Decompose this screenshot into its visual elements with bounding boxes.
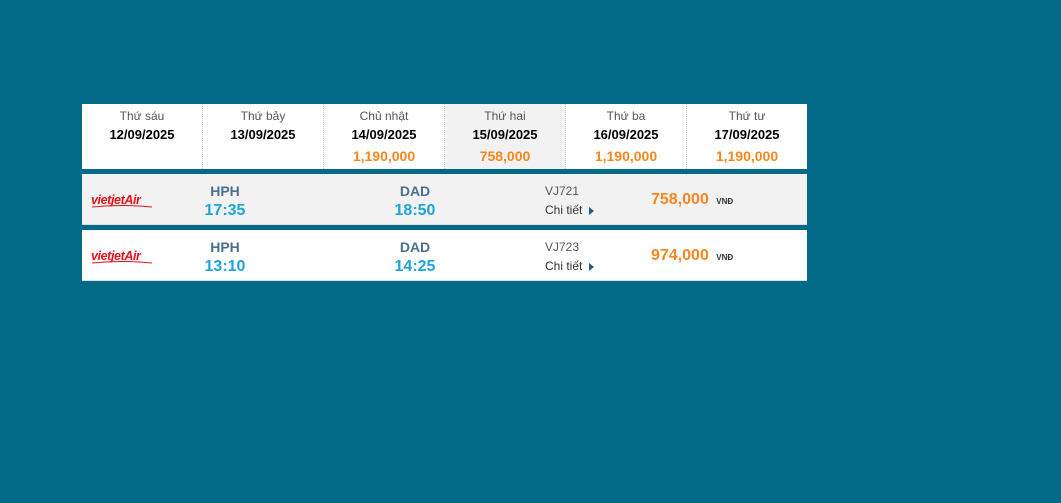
svg-text:vietjetAir: vietjetAir — [91, 193, 142, 207]
arrival: DAD 18:50 — [370, 174, 460, 220]
flight-search-widget: Thứ sáu 12/09/2025 Thứ bảy 13/09/2025 Ch… — [82, 104, 807, 281]
fare-amount: 974,000 — [651, 247, 709, 264]
vietjet-air-logo: vietjetAir — [91, 193, 153, 208]
flight-number: VJ723 — [545, 240, 580, 254]
date-cell-1[interactable]: Thứ bảy 13/09/2025 — [203, 104, 324, 169]
vietjet-air-logo: vietjetAir — [91, 249, 153, 264]
date-lowest-price: 1,190,000 — [715, 148, 779, 164]
date-value: 15/09/2025 — [472, 127, 538, 142]
departure-time: 13:10 — [204, 258, 246, 275]
arrival-airport-code: DAD — [399, 239, 431, 255]
date-lowest-price: 1,190,000 — [594, 148, 658, 164]
flight-detail-label: Chi tiết — [545, 259, 583, 273]
date-value: 13/09/2025 — [230, 127, 296, 142]
date-day-label: Thứ bảy — [240, 109, 286, 123]
fare-amount: 758,000 — [651, 191, 709, 208]
date-day-label: Thứ sáu — [119, 109, 165, 123]
date-strip: Thứ sáu 12/09/2025 Thứ bảy 13/09/2025 Ch… — [82, 104, 807, 169]
flight-detail-link[interactable]: Chi tiết — [545, 203, 595, 217]
departure-airport-code: HPH — [210, 239, 240, 255]
date-day-label: Chủ nhật — [359, 109, 409, 123]
date-day-label: Thứ hai — [484, 109, 526, 123]
fare[interactable]: 758,000 VNĐ — [651, 191, 733, 209]
date-day-label: Thứ ba — [606, 109, 646, 123]
flight-detail-link[interactable]: Chi tiết — [545, 259, 595, 273]
date-cell-2[interactable]: Chủ nhật 14/09/2025 1,190,000 — [324, 104, 445, 169]
svg-text:vietjetAir: vietjetAir — [91, 249, 142, 263]
fare[interactable]: 974,000 VNĐ — [651, 247, 733, 265]
caret-right-icon — [589, 262, 595, 271]
departure-airport-code: HPH — [210, 183, 240, 199]
date-cell-5[interactable]: Thứ tư 17/09/2025 1,190,000 — [687, 104, 807, 169]
date-cell-4[interactable]: Thứ ba 16/09/2025 1,190,000 — [566, 104, 687, 169]
flight-number: VJ721 — [545, 184, 580, 198]
arrival-airport-code: DAD — [399, 183, 431, 199]
flight-detail-label: Chi tiết — [545, 203, 583, 217]
fare-currency: VNĐ — [716, 253, 734, 262]
arrival-time: 14:25 — [394, 258, 436, 275]
fare-currency: VNĐ — [716, 197, 734, 206]
date-value: 12/09/2025 — [109, 127, 175, 142]
date-value: 17/09/2025 — [714, 127, 780, 142]
date-value: 14/09/2025 — [351, 127, 417, 142]
date-day-label: Thứ tư — [728, 109, 766, 123]
date-lowest-price: 1,190,000 — [352, 148, 416, 164]
flight-row[interactable]: vietjetAir HPH 17:35 DAD 18:50 VJ721 Chi… — [82, 174, 807, 225]
date-cell-0[interactable]: Thứ sáu 12/09/2025 — [82, 104, 203, 169]
date-cell-3[interactable]: Thứ hai 15/09/2025 758,000 — [445, 104, 566, 169]
date-value: 16/09/2025 — [593, 127, 659, 142]
departure: HPH 17:35 — [180, 174, 270, 220]
arrival-time: 18:50 — [394, 202, 436, 219]
arrival: DAD 14:25 — [370, 230, 460, 276]
departure-time: 17:35 — [204, 202, 246, 219]
flight-row[interactable]: vietjetAir HPH 13:10 DAD 14:25 VJ723 Chi… — [82, 230, 807, 281]
caret-right-icon — [589, 206, 595, 215]
date-lowest-price: 758,000 — [479, 148, 531, 164]
departure: HPH 13:10 — [180, 230, 270, 276]
